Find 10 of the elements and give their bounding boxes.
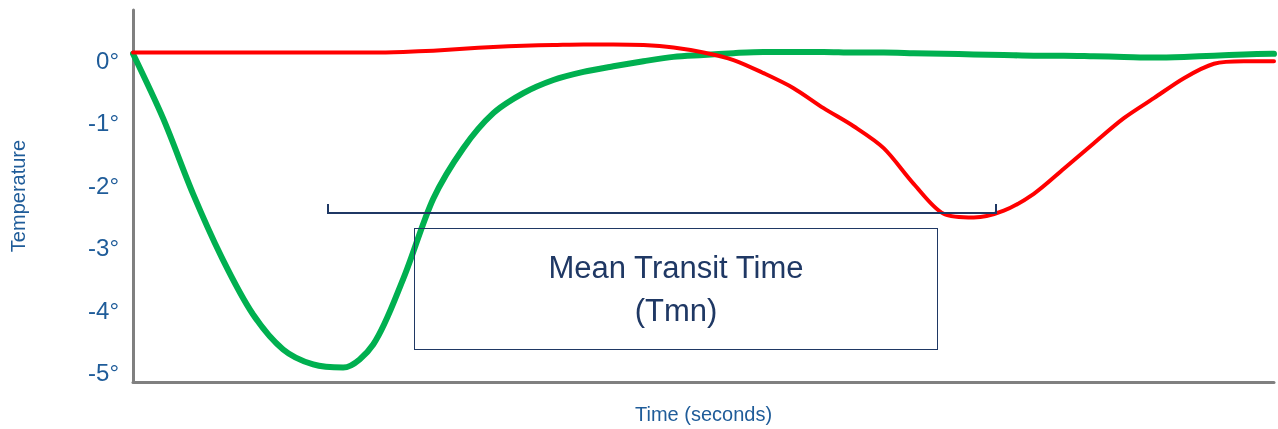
y-axis-title: Temperature: [7, 139, 29, 253]
y-tick-label: -3°: [88, 234, 119, 262]
y-tick-label: -4°: [88, 296, 119, 324]
x-axis-title: Time (seconds): [634, 403, 773, 425]
y-tick-label: -5°: [88, 359, 119, 387]
y-tick-label: 0°: [96, 46, 119, 74]
annotation: Mean Transit Time (Tmn): [414, 228, 938, 350]
y-tick-label: -1°: [88, 109, 119, 137]
y-tick-label: -2°: [88, 171, 119, 199]
line-series: [131, 42, 1276, 220]
